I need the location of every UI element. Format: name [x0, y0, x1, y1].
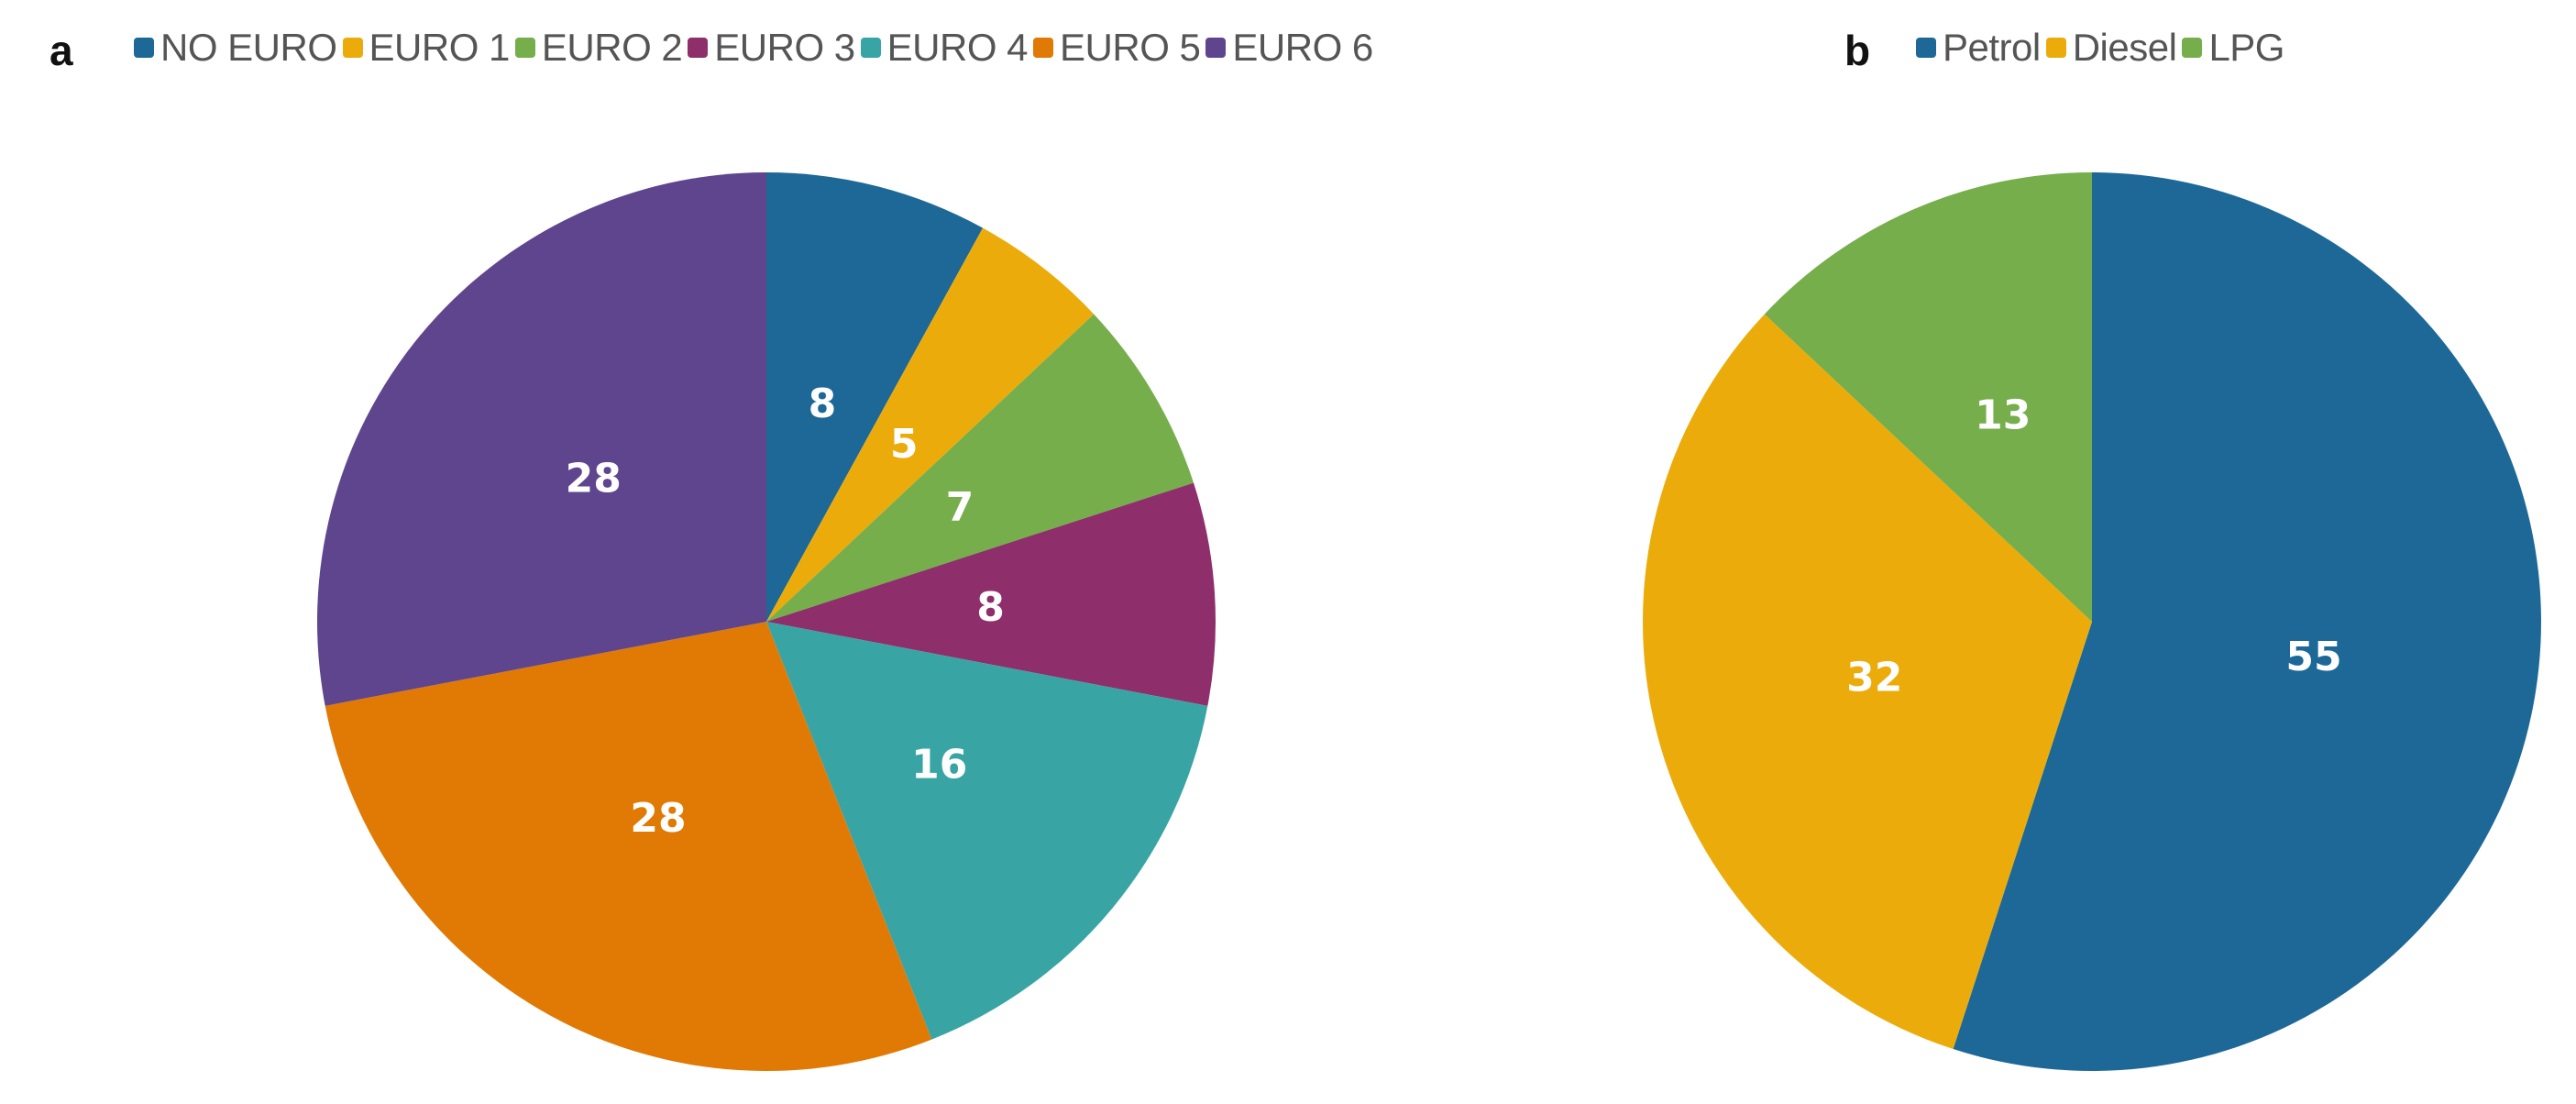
pie-chart-b: 55 32 13 — [1643, 172, 2541, 1071]
pie-slice-euro-5 — [325, 622, 932, 1071]
legend-item: LPG — [2182, 26, 2284, 70]
legend-swatch — [688, 38, 709, 58]
legend-item: NO EURO — [134, 26, 337, 70]
pie-slice-no-euro — [766, 172, 984, 622]
pie-slice-lpg — [1764, 172, 2092, 622]
slice-value-label: 28 — [630, 795, 686, 842]
slice-value-label: 55 — [2285, 634, 2341, 680]
slice-value-label: 32 — [1846, 654, 1902, 701]
legend-item: EURO 2 — [514, 26, 683, 70]
legend-swatch — [1916, 38, 1936, 58]
legend-b: Petrol Diesel LPG — [1916, 26, 2290, 70]
pie-slice-euro-1 — [766, 227, 1095, 623]
legend-item: Diesel — [2045, 26, 2177, 70]
slice-value-label: 5 — [890, 421, 919, 468]
legend-item: EURO 4 — [860, 26, 1029, 70]
legend-swatch — [514, 38, 535, 58]
chart-panel-a: a NO EURO EURO 1 EURO 2 EURO 3 EURO 4 EU… — [50, 26, 1379, 1071]
legend-label: LPG — [2208, 26, 2284, 69]
legend-swatch — [2182, 38, 2203, 58]
pie-slice-petrol — [1953, 172, 2541, 1071]
legend-swatch — [342, 38, 363, 58]
legend-label: EURO 2 — [541, 26, 683, 69]
slice-value-label: 16 — [911, 742, 967, 789]
legend-swatch — [1205, 38, 1227, 58]
legend-swatch — [860, 38, 881, 58]
slice-value-label: 13 — [1975, 392, 2031, 439]
legend-label: Petrol — [1943, 26, 2041, 69]
chart-panel-b: b Petrol Diesel LPG 55 32 13 — [1467, 0, 2576, 1104]
legend-item: Petrol — [1916, 26, 2041, 70]
pie-slice-euro-6 — [317, 172, 766, 706]
legend-swatch — [2045, 38, 2066, 58]
legend-swatch — [1033, 38, 1054, 58]
pie-slice-euro-3 — [766, 482, 1216, 706]
pie-slice-diesel — [1643, 314, 2092, 1050]
legend-item: EURO 1 — [342, 26, 511, 70]
legend-item: EURO 5 — [1033, 26, 1201, 70]
legend-label: EURO 3 — [714, 26, 855, 69]
panel-label-a: a — [50, 27, 73, 74]
slice-value-label: 8 — [976, 584, 1005, 631]
slice-value-label: 7 — [946, 484, 974, 531]
slice-value-label: 8 — [809, 381, 837, 427]
legend-label: EURO 5 — [1060, 26, 1201, 69]
slice-value-label: 28 — [566, 455, 622, 502]
legend-label: Diesel — [2072, 26, 2177, 69]
pie-slice-euro-4 — [766, 622, 1208, 1040]
legend-label: NO EURO — [160, 26, 337, 69]
legend-item: EURO 6 — [1205, 26, 1373, 70]
legend-label: EURO 4 — [886, 26, 1029, 69]
legend-label: EURO 1 — [369, 26, 511, 69]
legend-label: EURO 6 — [1232, 26, 1373, 69]
panel-label-b: b — [1844, 27, 1871, 74]
pie-chart-a: 8 57 8 16 28 28 — [317, 172, 1216, 1071]
legend-a: NO EURO EURO 1 EURO 2 EURO 3 EURO 4 EURO… — [134, 26, 1379, 70]
legend-item: EURO 3 — [688, 26, 855, 70]
legend-swatch — [134, 38, 154, 58]
pie-slice-euro-2 — [766, 314, 1194, 622]
